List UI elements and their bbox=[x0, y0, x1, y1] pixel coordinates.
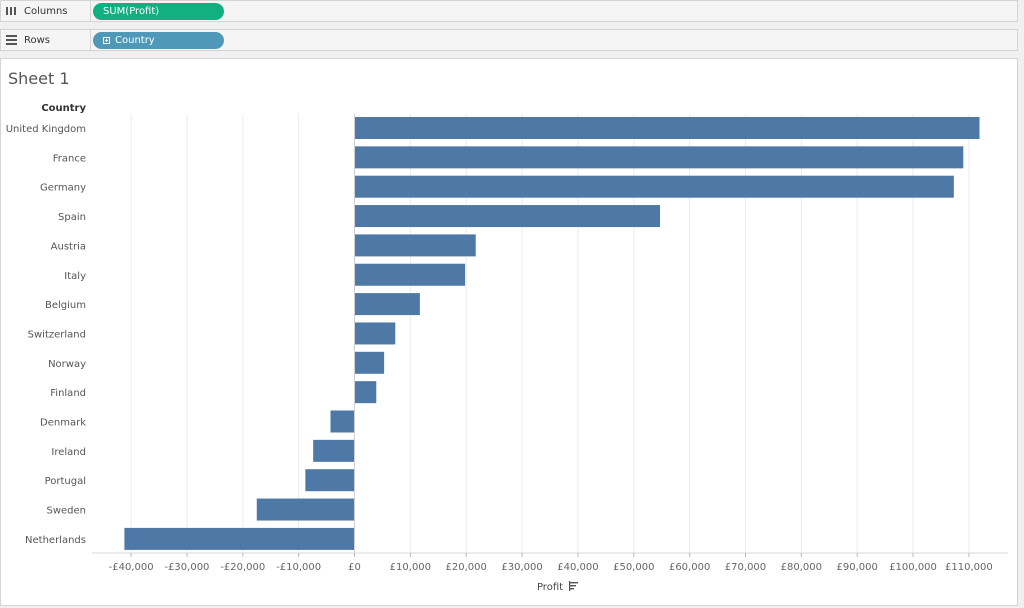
x-tick-label: £0 bbox=[348, 562, 361, 573]
x-axis-title: Profit bbox=[537, 582, 563, 593]
x-tick-label: £90,000 bbox=[837, 562, 878, 573]
x-tick-label: £10,000 bbox=[390, 562, 431, 573]
category-label: Switzerland bbox=[28, 329, 86, 340]
x-tick-label: £100,000 bbox=[889, 562, 937, 573]
category-label: Germany bbox=[40, 183, 86, 194]
category-label: Netherlands bbox=[25, 535, 86, 546]
bar-united-kingdom bbox=[354, 117, 980, 139]
rows-shelf: Rows Country bbox=[0, 29, 1018, 51]
x-tick-label: -£10,000 bbox=[276, 562, 321, 573]
bar-netherlands bbox=[124, 527, 355, 550]
category-label: Belgium bbox=[45, 300, 86, 311]
category-label: Ireland bbox=[51, 447, 86, 458]
bar-france bbox=[354, 146, 964, 169]
columns-shelf: Columns SUM(Profit) bbox=[0, 0, 1018, 22]
sum-profit-pill-label: SUM(Profit) bbox=[103, 6, 160, 17]
bar-finland bbox=[354, 381, 377, 404]
x-tick-label: £110,000 bbox=[945, 562, 993, 573]
bar-spain bbox=[354, 205, 661, 228]
row-header: Country bbox=[41, 103, 86, 114]
bar-germany bbox=[354, 175, 954, 198]
category-label: Italy bbox=[64, 271, 86, 282]
category-label: Norway bbox=[48, 359, 86, 370]
x-tick-label: £40,000 bbox=[557, 562, 598, 573]
expand-plus-icon[interactable] bbox=[103, 37, 110, 44]
columns-icon bbox=[6, 6, 17, 16]
columns-shelf-label: Columns bbox=[1, 1, 91, 21]
x-tick-label: £60,000 bbox=[669, 562, 710, 573]
category-label: Denmark bbox=[40, 418, 86, 429]
category-label: Spain bbox=[58, 212, 86, 223]
sort-icon[interactable] bbox=[569, 581, 578, 591]
bar-sweden bbox=[256, 498, 355, 521]
rows-icon bbox=[6, 35, 17, 45]
country-pill-label: Country bbox=[115, 35, 155, 46]
bar-switzerland bbox=[354, 322, 396, 345]
bar-italy bbox=[354, 263, 466, 286]
rows-shelf-label: Rows bbox=[1, 30, 91, 50]
x-tick-label: £80,000 bbox=[781, 562, 822, 573]
category-label: Sweden bbox=[46, 506, 86, 517]
x-tick-label: -£40,000 bbox=[109, 562, 154, 573]
x-tick-label: -£30,000 bbox=[164, 562, 209, 573]
sum-profit-pill[interactable]: SUM(Profit) bbox=[93, 3, 224, 20]
category-label: Austria bbox=[51, 241, 86, 252]
x-tick-label: £50,000 bbox=[613, 562, 654, 573]
rows-label-text: Rows bbox=[24, 34, 51, 46]
x-tick-label: £20,000 bbox=[446, 562, 487, 573]
columns-label-text: Columns bbox=[24, 5, 68, 17]
bar-denmark bbox=[330, 410, 355, 433]
bar-norway bbox=[354, 351, 385, 374]
category-label: United Kingdom bbox=[6, 124, 86, 135]
country-pill[interactable]: Country bbox=[93, 32, 224, 49]
x-tick-label: £30,000 bbox=[501, 562, 542, 573]
x-tick-label: £70,000 bbox=[725, 562, 766, 573]
category-label: France bbox=[53, 153, 86, 164]
bar-ireland bbox=[313, 439, 355, 462]
category-label: Finland bbox=[50, 388, 86, 399]
x-tick-label: -£20,000 bbox=[220, 562, 265, 573]
bar-austria bbox=[354, 234, 476, 257]
bar-portugal bbox=[305, 469, 355, 492]
bar-belgium bbox=[354, 293, 420, 316]
category-label: Portugal bbox=[45, 476, 86, 487]
sheet-title: Sheet 1 bbox=[8, 69, 70, 88]
